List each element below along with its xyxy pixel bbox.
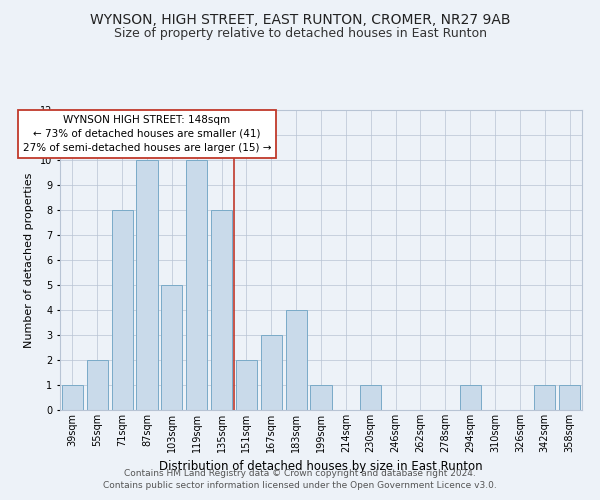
Text: Contains HM Land Registry data © Crown copyright and database right 2024.: Contains HM Land Registry data © Crown c… bbox=[124, 468, 476, 477]
Bar bbox=[87, 360, 108, 410]
Bar bbox=[236, 360, 257, 410]
Bar bbox=[559, 385, 580, 410]
Bar bbox=[360, 385, 381, 410]
Bar bbox=[62, 385, 83, 410]
Bar bbox=[534, 385, 555, 410]
Bar bbox=[186, 160, 207, 410]
Bar bbox=[136, 160, 158, 410]
Y-axis label: Number of detached properties: Number of detached properties bbox=[25, 172, 34, 348]
Text: WYNSON HIGH STREET: 148sqm
← 73% of detached houses are smaller (41)
27% of semi: WYNSON HIGH STREET: 148sqm ← 73% of deta… bbox=[23, 115, 271, 153]
Bar bbox=[211, 210, 232, 410]
Bar bbox=[310, 385, 332, 410]
Bar bbox=[161, 285, 182, 410]
Bar bbox=[261, 335, 282, 410]
Text: Size of property relative to detached houses in East Runton: Size of property relative to detached ho… bbox=[113, 28, 487, 40]
Bar bbox=[286, 310, 307, 410]
X-axis label: Distribution of detached houses by size in East Runton: Distribution of detached houses by size … bbox=[159, 460, 483, 473]
Text: WYNSON, HIGH STREET, EAST RUNTON, CROMER, NR27 9AB: WYNSON, HIGH STREET, EAST RUNTON, CROMER… bbox=[90, 12, 510, 26]
Text: Contains public sector information licensed under the Open Government Licence v3: Contains public sector information licen… bbox=[103, 481, 497, 490]
Bar bbox=[460, 385, 481, 410]
Bar bbox=[112, 210, 133, 410]
